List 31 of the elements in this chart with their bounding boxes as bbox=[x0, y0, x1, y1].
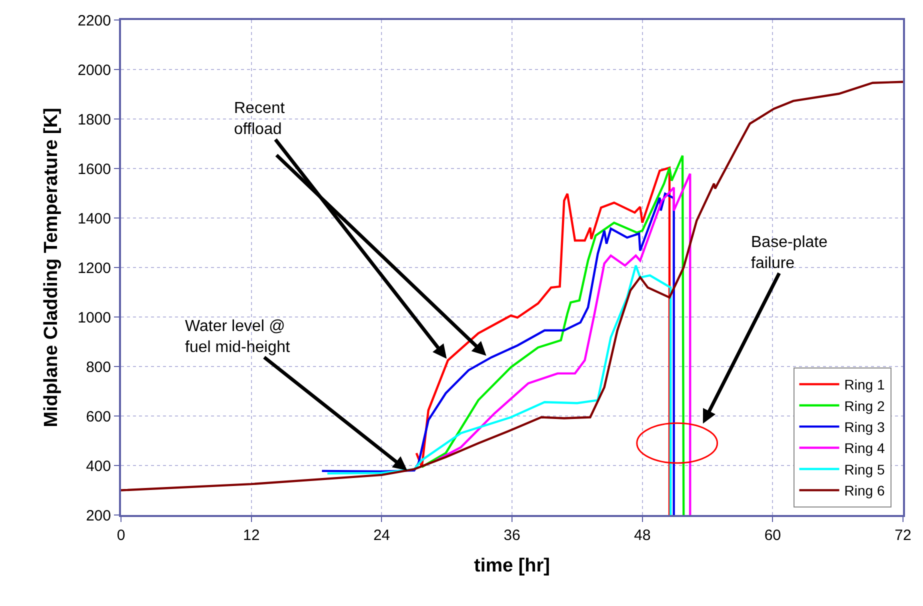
annotation: Recent offload bbox=[234, 100, 286, 138]
x-tick-label: 72 bbox=[894, 527, 912, 544]
x-tick-label: 36 bbox=[504, 527, 520, 544]
y-tick-label: 600 bbox=[86, 408, 111, 426]
line-series bbox=[326, 264, 672, 515]
y-tick-label: 1800 bbox=[78, 111, 111, 128]
x-tick-label: 60 bbox=[764, 527, 782, 544]
legend-label: Ring 3 bbox=[844, 419, 885, 436]
y-tick-label: 200 bbox=[86, 507, 111, 524]
x-tick-label: 0 bbox=[116, 527, 126, 544]
legend-label: Ring 2 bbox=[844, 398, 885, 414]
y-tick-label: 2000 bbox=[78, 62, 111, 79]
legend-label: Ring 6 bbox=[844, 482, 885, 499]
y-tick-label: 800 bbox=[86, 358, 111, 376]
legend-label: Ring 4 bbox=[844, 440, 885, 456]
line-series bbox=[320, 192, 675, 515]
y-tick-label: 2200 bbox=[78, 12, 111, 30]
annotation: Water level @ fuel mid-height bbox=[185, 318, 290, 356]
y-axis-title: Midplane Cladding Temperature [K] bbox=[40, 108, 62, 428]
x-tick-label: 24 bbox=[373, 527, 390, 544]
legend-label: Ring 1 bbox=[844, 376, 885, 393]
y-tick-label: 400 bbox=[86, 458, 111, 475]
x-axis-title: time [hr] bbox=[474, 555, 550, 576]
x-tick-label: 48 bbox=[634, 527, 651, 544]
y-tick-label: 1200 bbox=[78, 260, 111, 277]
legend-label: Ring 5 bbox=[844, 461, 885, 478]
y-tick-label: 1000 bbox=[78, 309, 111, 326]
y-tick-label: 1400 bbox=[78, 210, 111, 228]
x-tick-label: 12 bbox=[242, 527, 260, 544]
y-tick-label: 1600 bbox=[78, 160, 111, 178]
annotation: Base-plate failure bbox=[751, 234, 828, 272]
